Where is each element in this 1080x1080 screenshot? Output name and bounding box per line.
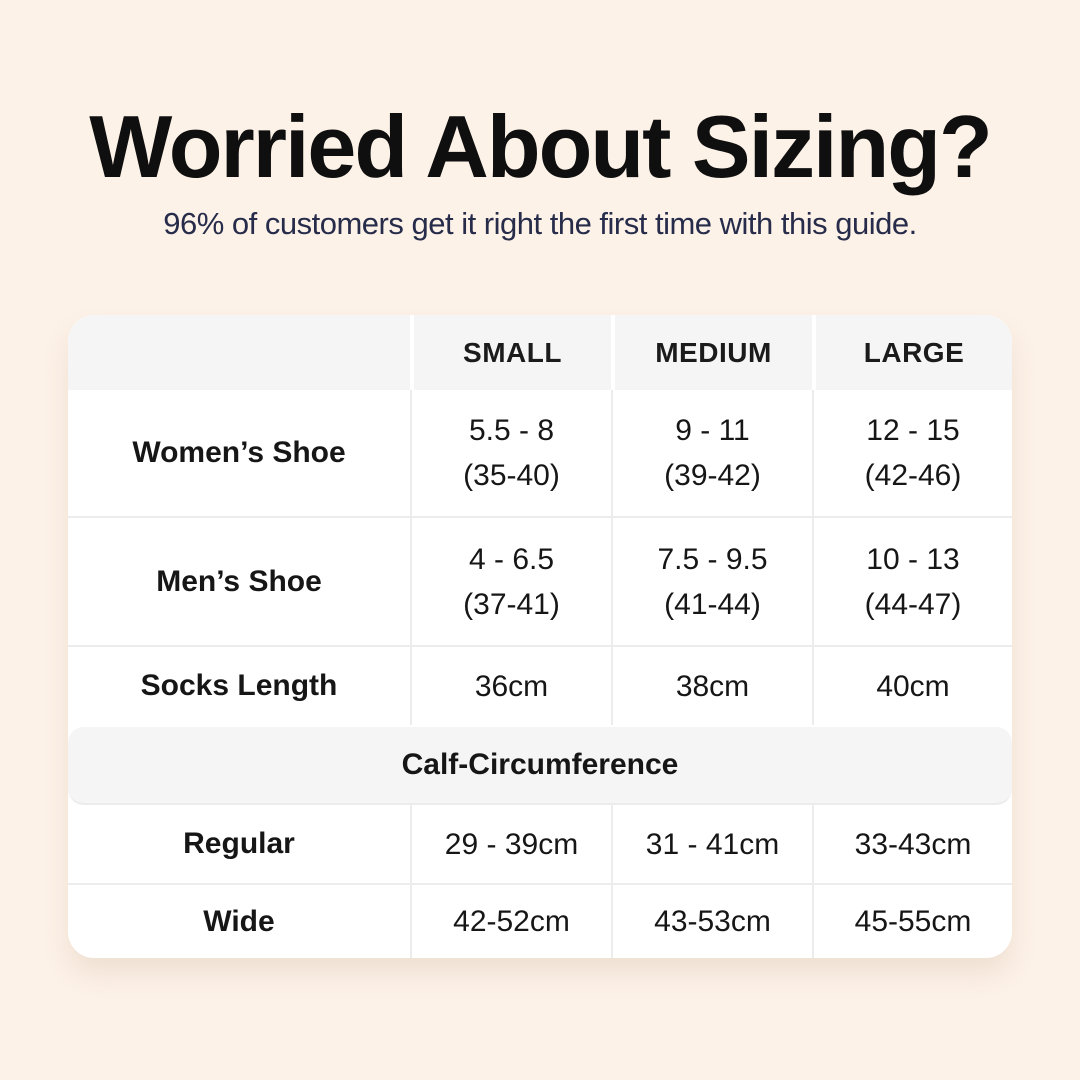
cell-value-line: 12 - 15 <box>866 414 960 447</box>
cell-mens-small: 4 - 6.5 (37-41) <box>410 518 611 645</box>
cell-value-line: 9 - 11 <box>675 414 750 447</box>
cell-value-line: (35-40) <box>463 459 560 492</box>
cell-wide-large: 45-55cm <box>812 885 1012 958</box>
page-title: Worried About Sizing? <box>89 97 992 196</box>
cell-womens-medium: 9 - 11 (39-42) <box>611 390 812 516</box>
cell-value-line: 7.5 - 9.5 <box>657 542 768 576</box>
cell-mens-medium: 7.5 - 9.5 (41-44) <box>611 518 812 645</box>
page-subtitle: 96% of customers get it right the first … <box>163 206 917 241</box>
header-cell-medium: MEDIUM <box>611 315 812 390</box>
table-row-regular: Regular 29 - 39cm 31 - 41cm 33-43cm <box>68 805 1012 883</box>
cell-value-line: (37-41) <box>463 587 560 621</box>
cell-value-line: 5.5 - 8 <box>468 414 555 447</box>
row-label-mens-shoe: Men’s Shoe <box>156 564 322 598</box>
table-header-row: SMALL MEDIUM LARGE <box>68 315 1012 390</box>
cell-value-line: 10 - 13 <box>866 542 960 576</box>
table-row-socks-length: Socks Length 36cm 38cm 40cm <box>68 645 1012 725</box>
cell-value-line: 29 - 39cm <box>444 827 579 861</box>
cell-value-line: 38cm <box>675 669 750 703</box>
cell-womens-small: 5.5 - 8 (35-40) <box>410 390 611 516</box>
cell-value-line: 36cm <box>474 669 549 703</box>
cell-womens-large: 12 - 15 (42-46) <box>812 390 1012 516</box>
cell-wide-medium: 43-53cm <box>611 885 812 958</box>
row-label-womens-shoe: Women’s Shoe <box>132 436 346 469</box>
cell-value-line: 45-55cm <box>854 905 972 938</box>
header-cell-empty <box>68 315 410 390</box>
header-cell-large: LARGE <box>812 315 1012 390</box>
cell-value-line: (41-44) <box>664 587 761 621</box>
cell-value-line: 43-53cm <box>654 905 771 938</box>
cell-regular-medium: 31 - 41cm <box>611 805 812 883</box>
cell-value-line: 31 - 41cm <box>645 827 780 861</box>
cell-regular-large: 33-43cm <box>812 805 1012 883</box>
row-label-regular: Regular <box>183 827 295 860</box>
table-row-womens-shoe: Women’s Shoe 5.5 - 8 (35-40) 9 - 11 (39-… <box>68 390 1012 516</box>
cell-value-line: 42-52cm <box>453 905 570 938</box>
cell-socks-medium: 38cm <box>611 647 812 725</box>
cell-value-line: (44-47) <box>864 587 962 621</box>
table-row-mens-shoe: Men’s Shoe 4 - 6.5 (37-41) 7.5 - 9.5 (41… <box>68 516 1012 645</box>
row-label-socks-length: Socks Length <box>140 669 338 702</box>
size-table: SMALL MEDIUM LARGE Women’s Shoe 5.5 - 8 … <box>68 315 1012 958</box>
row-label-wide: Wide <box>203 904 275 938</box>
cell-value-line: (39-42) <box>664 459 761 492</box>
cell-value-line: 40cm <box>876 669 950 703</box>
table-row-wide: Wide 42-52cm 43-53cm 45-55cm <box>68 883 1012 958</box>
section-header-label: Calf-Circumference <box>401 748 679 781</box>
cell-wide-small: 42-52cm <box>410 885 611 958</box>
cell-regular-small: 29 - 39cm <box>410 805 611 883</box>
header-cell-small: SMALL <box>410 315 611 390</box>
cell-mens-large: 10 - 13 (44-47) <box>812 518 1012 645</box>
section-header-calf-circumference: Calf-Circumference <box>68 727 1012 805</box>
cell-value-line: 33-43cm <box>854 827 972 861</box>
cell-socks-large: 40cm <box>812 647 1012 725</box>
cell-value-line: (42-46) <box>864 459 962 492</box>
cell-socks-small: 36cm <box>410 647 611 725</box>
cell-value-line: 4 - 6.5 <box>468 542 555 576</box>
